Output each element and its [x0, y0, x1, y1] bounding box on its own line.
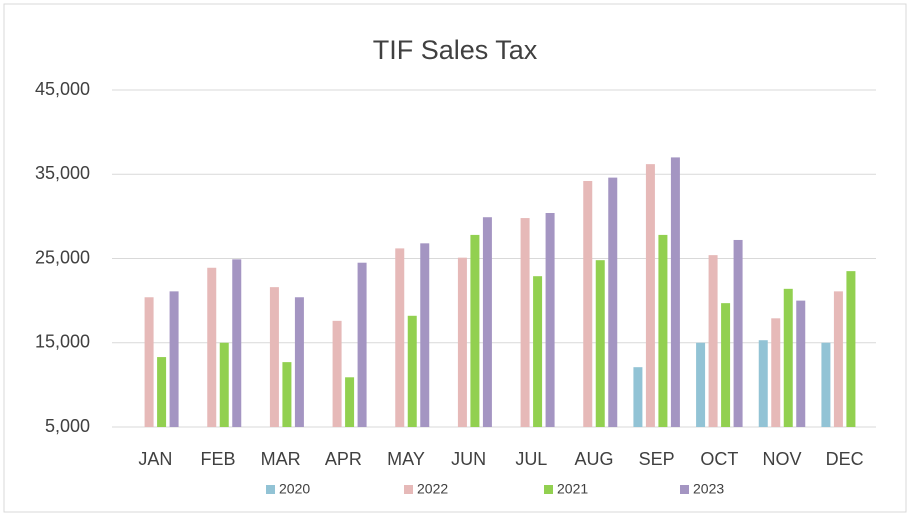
x-tick-label: DEC	[826, 449, 864, 469]
bar	[457, 257, 467, 427]
bar	[169, 291, 179, 427]
bar	[771, 318, 781, 427]
legend-label: 2023	[693, 481, 724, 497]
legend-label: 2021	[557, 481, 588, 497]
x-tick-label: OCT	[700, 449, 738, 469]
bar	[595, 260, 605, 427]
bar	[608, 177, 618, 427]
x-tick-label: APR	[325, 449, 362, 469]
bar	[658, 234, 668, 427]
x-tick-label: FEB	[200, 449, 235, 469]
bar	[407, 315, 417, 427]
x-tick-label: SEP	[639, 449, 675, 469]
y-tick-label: 5,000	[45, 416, 90, 436]
bar	[157, 357, 167, 427]
bar	[345, 377, 355, 427]
y-tick-label: 25,000	[35, 247, 90, 267]
legend-label: 2020	[279, 481, 310, 497]
bar	[696, 342, 706, 427]
bar	[583, 180, 593, 427]
x-tick-label: MAY	[387, 449, 425, 469]
bar	[545, 213, 555, 427]
x-tick-label: JUN	[451, 449, 486, 469]
bar	[708, 255, 718, 427]
bar	[821, 342, 831, 427]
y-tick-label: 45,000	[35, 79, 90, 99]
bar	[332, 320, 342, 427]
bar	[282, 362, 292, 427]
x-tick-label: MAR	[261, 449, 301, 469]
legend-swatch	[680, 485, 689, 494]
bar	[833, 291, 843, 427]
bar	[796, 300, 806, 427]
bar	[357, 262, 367, 427]
bar	[846, 271, 856, 427]
bar	[420, 243, 430, 427]
x-tick-label: AUG	[574, 449, 613, 469]
bar	[395, 248, 405, 427]
legend-swatch	[404, 485, 413, 494]
bar	[520, 218, 530, 427]
bar	[219, 342, 229, 427]
bar	[294, 297, 304, 427]
legend-label: 2022	[417, 481, 448, 497]
y-tick-label: 15,000	[35, 332, 90, 352]
bar	[783, 288, 793, 427]
bar	[633, 367, 643, 427]
bar	[144, 297, 154, 427]
bar	[482, 217, 492, 427]
bar	[470, 234, 480, 427]
bar	[733, 239, 743, 427]
x-tick-label: JAN	[138, 449, 172, 469]
bar	[232, 259, 242, 427]
bar	[645, 164, 655, 427]
x-tick-label: NOV	[762, 449, 801, 469]
y-tick-label: 35,000	[35, 163, 90, 183]
bar	[533, 276, 543, 427]
bar	[269, 287, 279, 427]
legend-swatch	[266, 485, 275, 494]
bar	[758, 340, 768, 427]
x-tick-label: JUL	[515, 449, 547, 469]
bar	[207, 267, 217, 427]
chart-title: TIF Sales Tax	[373, 35, 538, 65]
legend-swatch	[544, 485, 553, 494]
bar	[670, 157, 680, 427]
bar	[721, 303, 731, 427]
